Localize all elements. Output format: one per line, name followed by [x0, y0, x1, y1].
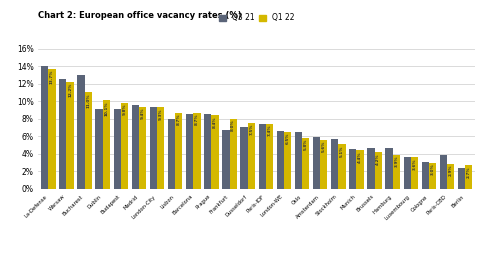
- Text: 8.7%: 8.7%: [177, 114, 181, 125]
- Bar: [67, 82, 74, 189]
- Text: 4.4%: 4.4%: [358, 151, 362, 163]
- Text: 7.5%: 7.5%: [250, 124, 253, 136]
- Bar: [222, 130, 229, 189]
- Bar: [240, 127, 248, 189]
- Text: Chart 2: European office vacancy rates (%): Chart 2: European office vacancy rates (…: [38, 11, 242, 20]
- Legend: Q3 21, Q1 22: Q3 21, Q1 22: [216, 10, 298, 25]
- Bar: [41, 66, 48, 189]
- Text: 9.4%: 9.4%: [141, 107, 144, 119]
- Bar: [121, 103, 128, 189]
- Bar: [284, 132, 291, 189]
- Bar: [84, 92, 92, 189]
- Bar: [248, 123, 255, 189]
- Bar: [157, 107, 164, 189]
- Bar: [429, 163, 436, 189]
- Bar: [48, 69, 56, 189]
- Text: 8.4%: 8.4%: [213, 116, 217, 128]
- Text: 3.0%: 3.0%: [431, 164, 434, 175]
- Bar: [77, 75, 84, 189]
- Bar: [320, 140, 327, 189]
- Bar: [331, 139, 338, 189]
- Bar: [139, 107, 146, 189]
- Bar: [338, 144, 346, 189]
- Bar: [411, 157, 418, 189]
- Bar: [313, 137, 320, 189]
- Bar: [393, 155, 400, 189]
- Bar: [367, 148, 374, 189]
- Bar: [465, 165, 472, 189]
- Bar: [212, 115, 219, 189]
- Text: 5.1%: 5.1%: [340, 145, 344, 157]
- Bar: [193, 113, 201, 189]
- Bar: [295, 132, 302, 189]
- Bar: [186, 114, 193, 189]
- Bar: [422, 162, 429, 189]
- Bar: [447, 164, 455, 189]
- Text: 5.8%: 5.8%: [304, 139, 308, 150]
- Text: 11.0%: 11.0%: [86, 93, 90, 108]
- Text: 10.1%: 10.1%: [104, 101, 108, 116]
- Text: 6.5%: 6.5%: [286, 133, 289, 144]
- Bar: [404, 157, 411, 189]
- Bar: [175, 113, 182, 189]
- Bar: [357, 150, 364, 189]
- Bar: [266, 124, 273, 189]
- Text: 8.0%: 8.0%: [231, 120, 235, 131]
- Bar: [302, 138, 310, 189]
- Bar: [204, 114, 212, 189]
- Text: 13.7%: 13.7%: [50, 70, 54, 84]
- Text: 2.7%: 2.7%: [467, 166, 471, 178]
- Text: 12.2%: 12.2%: [68, 83, 72, 97]
- Bar: [132, 105, 139, 189]
- Text: 3.6%: 3.6%: [412, 158, 417, 170]
- Bar: [114, 109, 121, 189]
- Text: 9.3%: 9.3%: [159, 108, 163, 120]
- Bar: [277, 131, 284, 189]
- Text: 3.9%: 3.9%: [395, 156, 398, 167]
- Bar: [59, 79, 67, 189]
- Text: 5.6%: 5.6%: [322, 141, 326, 152]
- Bar: [150, 107, 157, 189]
- Text: 8.7%: 8.7%: [195, 114, 199, 125]
- Bar: [385, 148, 393, 189]
- Bar: [374, 152, 382, 189]
- Text: 9.8%: 9.8%: [122, 104, 127, 115]
- Bar: [349, 148, 357, 189]
- Bar: [458, 168, 465, 189]
- Bar: [103, 100, 110, 189]
- Bar: [96, 109, 103, 189]
- Text: 2.9%: 2.9%: [449, 164, 453, 176]
- Bar: [259, 124, 266, 189]
- Bar: [229, 119, 237, 189]
- Text: 7.4%: 7.4%: [267, 125, 272, 136]
- Bar: [440, 155, 447, 189]
- Text: 4.2%: 4.2%: [376, 153, 380, 164]
- Bar: [168, 119, 175, 189]
